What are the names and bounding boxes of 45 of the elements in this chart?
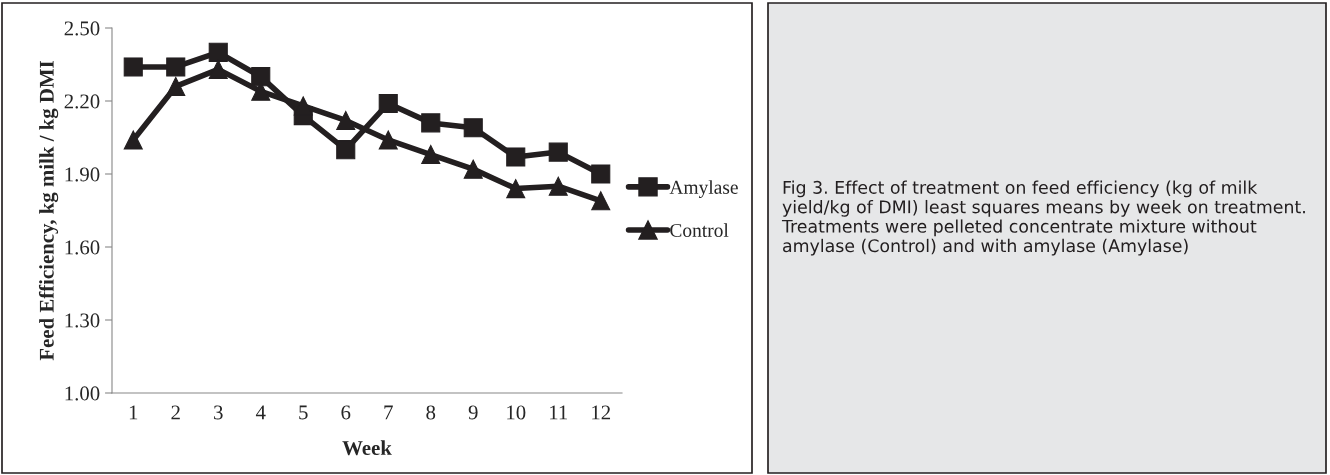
x-tick-label: 10: [507, 405, 526, 420]
point: [506, 147, 526, 167]
y-tick-label: 2.50: [64, 21, 100, 36]
point: [378, 93, 398, 113]
point: [421, 144, 441, 165]
legend-label: Control: [670, 223, 729, 237]
x-tick-label: 4: [255, 405, 266, 420]
y-tick-label: 1.60: [65, 240, 100, 255]
x-tick-label: 8: [426, 405, 436, 420]
x-tick-label: 11: [550, 405, 568, 420]
point: [208, 42, 228, 62]
point: [166, 76, 186, 96]
x-tick-label: 5: [299, 405, 308, 420]
point: [336, 140, 356, 160]
y-axis-title: Feed Efficiency, kg milk / kg DMI: [38, 61, 59, 361]
point: [591, 164, 611, 184]
x-tick-label: 12: [592, 405, 611, 420]
point: [208, 59, 228, 79]
x-tick-label: 6: [341, 405, 351, 420]
caption: Fig 3. Effect of treatment on feed efficiency (kg of milk yield/kg of DMI) least squares means by week on treatment. Treatments were pelleted concentrate mixture without amylase (Control) and with amylase (Amylase): [781, 180, 1305, 256]
point: [591, 191, 611, 211]
point: [293, 96, 313, 116]
point: [166, 57, 186, 77]
x-axis-title: Week: [342, 440, 392, 456]
point: [378, 130, 398, 150]
x-tick-label: 9: [468, 405, 478, 420]
y-tick-label: 1.00: [65, 386, 100, 401]
point: [123, 130, 143, 150]
point: [336, 110, 356, 131]
x-tick-label: 3: [214, 405, 223, 420]
point: [463, 118, 483, 138]
x-tick-label: 2: [171, 405, 180, 420]
x-tick-label: 7: [384, 405, 393, 420]
legend-label: Amylase: [669, 180, 738, 198]
point: [548, 142, 568, 162]
point: [251, 67, 271, 87]
point: [463, 159, 483, 179]
point: [123, 57, 143, 77]
x-tick-label: 1: [129, 405, 138, 420]
point: [548, 176, 568, 196]
y-tick-label: 1.90: [65, 167, 100, 182]
y-tick-label: 2.20: [64, 94, 100, 109]
y-tick-label: 1.30: [65, 313, 100, 328]
point: [421, 113, 441, 133]
point: [506, 179, 526, 199]
